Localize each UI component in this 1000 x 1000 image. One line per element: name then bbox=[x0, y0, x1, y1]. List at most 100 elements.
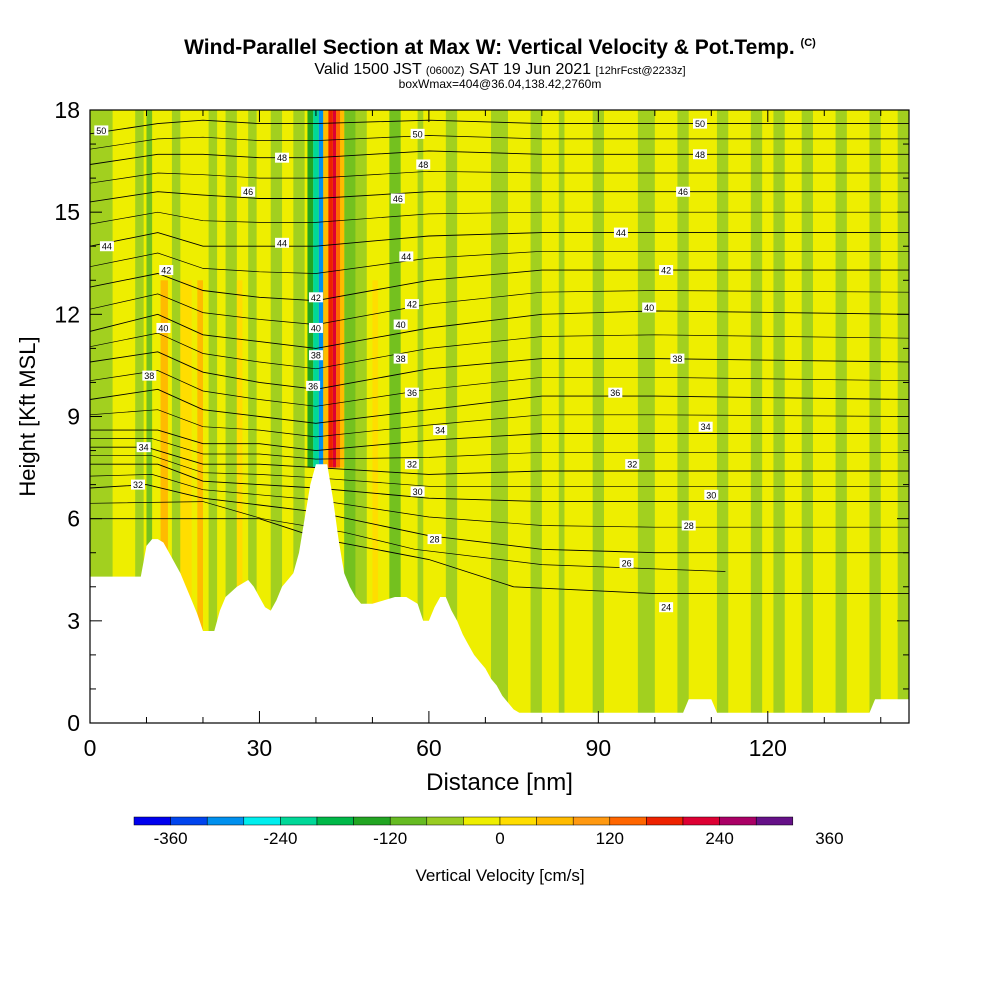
updraft-band bbox=[180, 280, 192, 655]
velocity-band bbox=[530, 110, 542, 723]
colorbar-swatch bbox=[316, 816, 354, 826]
core-band bbox=[336, 110, 341, 468]
x-tick-label: 0 bbox=[84, 735, 97, 761]
velocity-band bbox=[225, 110, 237, 723]
contour-label: 36 bbox=[306, 380, 321, 391]
contour-label-text: 46 bbox=[393, 194, 403, 204]
velocity-band bbox=[637, 110, 655, 723]
contour-label: 24 bbox=[659, 602, 674, 613]
contour-label: 42 bbox=[308, 292, 323, 303]
contour-label-text: 44 bbox=[277, 238, 287, 248]
velocity-band bbox=[293, 110, 305, 723]
y-tick-label: 6 bbox=[67, 506, 80, 532]
colorbar-swatch bbox=[682, 816, 720, 826]
x-axis-label: Distance [nm] bbox=[426, 769, 573, 796]
colorbar-swatch bbox=[755, 816, 794, 826]
contour-label: 48 bbox=[416, 159, 431, 170]
colorbar-tick-label: -360 bbox=[154, 829, 188, 848]
contour-label: 44 bbox=[275, 237, 290, 248]
contour-label: 28 bbox=[681, 520, 696, 531]
core-band bbox=[323, 110, 329, 468]
valid-date: SAT 19 Jun 2021 bbox=[468, 61, 592, 78]
contour-label-bg bbox=[676, 186, 691, 197]
core-band bbox=[313, 110, 319, 468]
contour-label-text: 36 bbox=[610, 388, 620, 398]
contour-label: 44 bbox=[613, 227, 628, 238]
contour-label: 32 bbox=[131, 479, 146, 490]
velocity-band bbox=[344, 110, 356, 723]
contour-label-bg bbox=[433, 425, 448, 436]
contour-label-text: 40 bbox=[396, 320, 406, 330]
contour-label-text: 30 bbox=[706, 490, 716, 500]
contour-label-bg bbox=[693, 149, 708, 160]
updraft-band bbox=[197, 280, 203, 655]
contour-label: 42 bbox=[659, 265, 674, 276]
contour-label-bg bbox=[693, 118, 708, 129]
box-info: boxWmax=404@36.04,138.42,2760m bbox=[398, 77, 602, 91]
contour-label-bg bbox=[399, 251, 414, 262]
contour-label: 42 bbox=[404, 299, 419, 310]
theta-contour-minor bbox=[90, 438, 909, 460]
colorbar-tick-label: 240 bbox=[705, 829, 733, 848]
colorbar-swatch bbox=[243, 816, 281, 826]
y-tick-label: 9 bbox=[67, 404, 80, 430]
contour-label: 46 bbox=[390, 193, 405, 204]
copyright-mark: (C) bbox=[800, 37, 816, 49]
contour-label-bg bbox=[156, 322, 171, 333]
contour-label-text: 46 bbox=[243, 187, 253, 197]
contour-label-text: 44 bbox=[102, 242, 112, 252]
chart-title-text: Wind-Parallel Section at Max W: Vertical… bbox=[184, 36, 795, 59]
colorbar-tick-label: 120 bbox=[596, 829, 624, 848]
contour-label-bg bbox=[608, 387, 623, 398]
velocity-band bbox=[558, 110, 565, 723]
contour-label-bg bbox=[659, 265, 674, 276]
valid-prefix: Valid 1500 JST bbox=[314, 61, 422, 78]
contour-label-bg bbox=[404, 387, 419, 398]
contour-label-bg bbox=[670, 353, 685, 364]
colorbar-tick-label: -120 bbox=[373, 829, 407, 848]
contour-label: 38 bbox=[393, 353, 408, 364]
contour-label: 32 bbox=[404, 459, 419, 470]
velocity-band bbox=[801, 110, 813, 723]
x-tick-label: 30 bbox=[247, 735, 273, 761]
y-tick-label: 12 bbox=[54, 301, 80, 327]
colorbar-swatch bbox=[609, 816, 647, 826]
contour-label-text: 40 bbox=[311, 323, 321, 333]
core-band bbox=[328, 110, 333, 468]
contour-label-text: 42 bbox=[161, 266, 171, 276]
theta-contour bbox=[90, 429, 909, 452]
contour-label: 50 bbox=[94, 125, 109, 136]
contour-label-text: 48 bbox=[695, 150, 705, 160]
contour-label: 40 bbox=[393, 319, 408, 330]
contour-label-bg bbox=[275, 237, 290, 248]
contour-label: 30 bbox=[410, 486, 425, 497]
contour-label: 36 bbox=[608, 387, 623, 398]
velocity-band bbox=[146, 110, 153, 723]
contour-label-text: 46 bbox=[678, 187, 688, 197]
colorbar-swatch bbox=[389, 816, 428, 826]
contour-label-text: 38 bbox=[396, 354, 406, 364]
y-axis-label: Height [Kft MSL] bbox=[15, 336, 40, 496]
contour-label: 44 bbox=[399, 251, 414, 262]
theta-contour-minor bbox=[90, 170, 909, 184]
velocity-band bbox=[592, 110, 604, 723]
y-tick-label: 0 bbox=[67, 710, 80, 736]
contour-label-bg bbox=[404, 299, 419, 310]
contour-label-text: 32 bbox=[133, 480, 143, 490]
contour-label-bg bbox=[308, 322, 323, 333]
contour-label-bg bbox=[681, 520, 696, 531]
velocity-band bbox=[135, 110, 144, 723]
contour-label-bg bbox=[659, 602, 674, 613]
contour-label-bg bbox=[99, 241, 114, 252]
terrain bbox=[90, 464, 909, 723]
contour-label: 34 bbox=[136, 442, 151, 453]
core-band bbox=[318, 110, 324, 468]
y-tick-label: 18 bbox=[54, 97, 80, 123]
contour-label-text: 42 bbox=[311, 293, 321, 303]
contour-label-bg bbox=[625, 459, 640, 470]
colorbar-swatch bbox=[280, 816, 318, 826]
contour-label-text: 40 bbox=[158, 323, 168, 333]
contour-label-bg bbox=[416, 159, 431, 170]
contour-label-text: 48 bbox=[418, 160, 428, 170]
